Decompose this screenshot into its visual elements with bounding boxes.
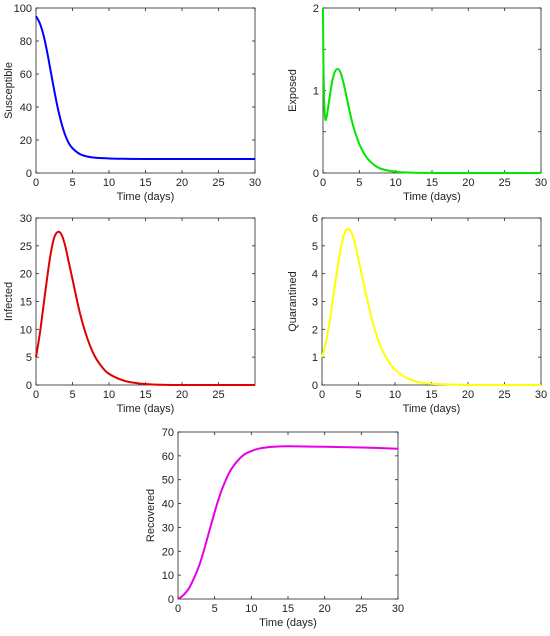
x-tick-label: 5 [69, 389, 75, 401]
series-line-exposed [322, 7, 542, 175]
x-tick-label: 15 [426, 177, 438, 189]
x-tick-label: 30 [535, 177, 547, 189]
x-tick-label: 0 [33, 389, 39, 401]
x-tick-label: 5 [212, 603, 218, 615]
plot-area-recovered [177, 431, 399, 600]
chart-exposed: 0 5 10 15 20 25 30 0 1 2 Time (days) Exposed [275, 0, 550, 210]
y-axis-label: Infected [3, 282, 15, 321]
y-tick-label: 0 [313, 168, 319, 180]
x-tick-label: 25 [498, 389, 510, 401]
series-line-infected [35, 230, 255, 387]
y-tick-label: 5 [312, 241, 318, 253]
chart-recovered: 0 5 10 15 20 25 30 0 10 20 30 40 50 60 70 Time (days) Re… [140, 422, 415, 631]
plot-area-exposed [322, 7, 542, 174]
y-tick-label: 20 [20, 269, 32, 281]
chart-infected: 0 5 10 15 20 25 0 5 10 15 20 25 30 Time (days) Infecte… [0, 210, 275, 420]
y-tick-label: 20 [20, 135, 32, 147]
susceptible-chart-svg: 0 5 10 15 20 25 30 0 20 40 60 80 100 Time (days) Susce… [3, 3, 261, 203]
y-tick-label: 2 [313, 3, 319, 15]
y-tick-label: 6 [312, 213, 318, 225]
x-axis-label: Time (days) [117, 403, 175, 415]
y-tick-label: 70 [162, 427, 174, 439]
y-tick-label: 30 [162, 522, 174, 534]
x-tick-label: 30 [392, 603, 404, 615]
plot-area-infected [35, 217, 256, 386]
x-tick-label: 25 [212, 177, 224, 189]
y-tick-label: 25 [20, 241, 32, 253]
x-tick-label: 5 [69, 177, 75, 189]
x-tick-label: 5 [355, 389, 361, 401]
y-tick-label: 0 [168, 594, 174, 606]
y-tick-label: 30 [20, 213, 32, 225]
x-axis-label: Time (days) [259, 617, 317, 629]
x-tick-label: 25 [355, 603, 367, 615]
x-tick-label: 15 [139, 177, 151, 189]
chart-susceptible: 0 5 10 15 20 25 30 0 20 40 60 80 100 Time (days) Susce… [0, 0, 275, 210]
y-tick-label: 0 [312, 380, 318, 392]
x-tick-label: 10 [103, 389, 115, 401]
y-axis-label: Susceptible [3, 62, 15, 119]
x-axis-label: Time (days) [117, 191, 175, 203]
y-tick-label: 10 [162, 570, 174, 582]
y-tick-label: 1 [313, 86, 319, 98]
x-tick-label: 20 [462, 177, 474, 189]
x-tick-label: 30 [249, 177, 261, 189]
y-tick-label: 0 [26, 168, 32, 180]
y-axis-label: Recovered [145, 489, 157, 542]
x-tick-label: 20 [462, 389, 474, 401]
x-axis-label: Time (days) [403, 403, 461, 415]
x-axis-label: Time (days) [403, 191, 461, 203]
x-tick-label: 25 [212, 389, 224, 401]
x-tick-label: 25 [499, 177, 511, 189]
x-tick-label: 10 [389, 389, 401, 401]
series-line-susceptible [35, 15, 255, 160]
x-tick-label: 10 [103, 177, 115, 189]
x-tick-label: 5 [356, 177, 362, 189]
x-tick-label: 0 [33, 177, 39, 189]
x-tick-label: 0 [175, 603, 181, 615]
y-tick-label: 40 [20, 102, 32, 114]
y-tick-label: 2 [312, 324, 318, 336]
y-tick-label: 0 [26, 380, 32, 392]
x-tick-label: 20 [176, 177, 188, 189]
x-tick-label: 10 [245, 603, 257, 615]
quarantined-chart-svg: 0 5 10 15 20 25 30 0 1 2 3 4 5 6 Time (days) Quarantine… [287, 213, 547, 415]
y-tick-label: 50 [162, 475, 174, 487]
x-tick-label: 20 [176, 389, 188, 401]
x-tick-label: 15 [425, 389, 437, 401]
y-tick-label: 5 [26, 352, 32, 364]
y-tick-label: 4 [312, 269, 318, 281]
y-tick-label: 80 [20, 36, 32, 48]
y-tick-label: 10 [20, 324, 32, 336]
y-axis-label: Quarantined [287, 271, 299, 332]
y-tick-label: 60 [162, 451, 174, 463]
x-tick-label: 15 [139, 389, 151, 401]
series-line-recovered [177, 445, 399, 600]
chart-quarantined: 0 5 10 15 20 25 30 0 1 2 3 4 5 6 Time (days) Quarantine… [275, 210, 550, 420]
plot-area-susceptible [35, 7, 256, 174]
exposed-chart-svg: 0 5 10 15 20 25 30 0 1 2 Time (days) Exposed [287, 3, 547, 203]
series-line-quarantined [321, 228, 541, 387]
x-tick-label: 0 [319, 389, 325, 401]
y-tick-label: 3 [312, 297, 318, 309]
x-tick-label: 20 [319, 603, 331, 615]
y-tick-label: 20 [162, 546, 174, 558]
y-tick-label: 15 [20, 297, 32, 309]
y-axis-label: Exposed [287, 69, 299, 112]
x-tick-label: 30 [535, 389, 547, 401]
x-tick-label: 10 [390, 177, 402, 189]
y-tick-label: 40 [162, 499, 174, 511]
y-tick-label: 1 [312, 352, 318, 364]
y-tick-label: 60 [20, 69, 32, 81]
x-tick-label: 15 [282, 603, 294, 615]
x-tick-label: 0 [320, 177, 326, 189]
infected-chart-svg: 0 5 10 15 20 25 0 5 10 15 20 25 30 Time (days) Infecte… [3, 213, 256, 415]
recovered-chart-svg: 0 5 10 15 20 25 30 0 10 20 30 40 50 60 70 Time (days) Re… [145, 427, 404, 629]
y-tick-label: 100 [14, 3, 32, 15]
